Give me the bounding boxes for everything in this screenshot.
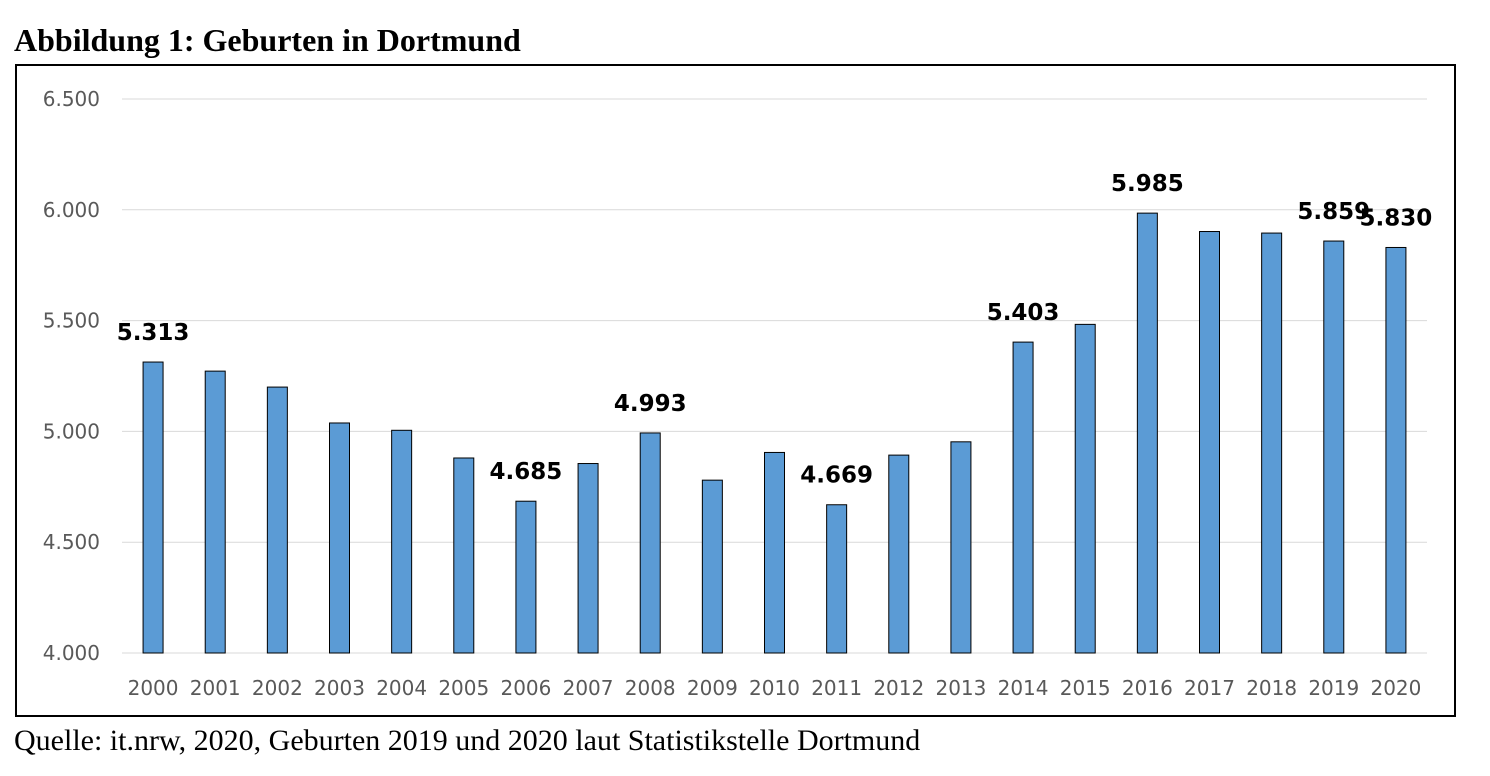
bar-2009 (701, 479, 723, 654)
x-tick-label: 2001 (190, 676, 241, 700)
figure-title: Abbildung 1: Geburten in Dortmund (14, 22, 521, 58)
bar-2020 (1385, 246, 1407, 654)
x-tick-label: 2016 (1122, 676, 1173, 700)
bar-2015 (1074, 323, 1096, 654)
x-tick-label: 2012 (873, 676, 924, 700)
data-label-2006: 4.685 (490, 459, 563, 485)
data-label-2008: 4.993 (614, 391, 687, 417)
y-tick-label: 4.000 (43, 641, 100, 665)
bar-2001 (204, 370, 226, 654)
bar-2002 (266, 386, 288, 654)
bar-2014 (1012, 341, 1034, 654)
data-label-2019: 5.859 (1297, 199, 1370, 225)
y-tick-label: 4.500 (43, 530, 100, 554)
x-tick-label: 2005 (438, 676, 489, 700)
x-tick-label: 2003 (314, 676, 365, 700)
bar-2017 (1199, 231, 1220, 654)
bar-2019 (1323, 240, 1345, 654)
bar-2007 (577, 463, 599, 654)
x-tick-label: 2002 (252, 676, 303, 700)
bar-2008 (639, 432, 661, 654)
y-tick-label: 6.500 (43, 87, 100, 111)
bar-2006 (515, 500, 537, 654)
bar-2000 (142, 361, 164, 654)
bar-2013 (950, 441, 972, 654)
x-tick-label: 2010 (749, 676, 800, 700)
x-tick-label: 2011 (811, 676, 862, 700)
x-tick-label: 2007 (563, 676, 614, 700)
x-tick-label: 2017 (1184, 676, 1235, 700)
source-note: Quelle: it.nrw, 2020, Geburten 2019 und … (14, 724, 921, 757)
x-tick-label: 2004 (376, 676, 427, 700)
bar-2018 (1261, 232, 1283, 654)
y-tick-label: 6.000 (43, 198, 100, 222)
data-label-2020: 5.830 (1360, 205, 1433, 231)
x-tick-label: 2014 (998, 676, 1049, 700)
data-label-2011: 4.669 (800, 463, 873, 489)
y-tick-label: 5.000 (43, 419, 100, 443)
bar-2005 (453, 457, 475, 654)
bar-2003 (329, 422, 350, 654)
bar-chart: 4.000 4.500 5.000 5.500 6.000 6.500 2000 5.313 2… (43, 87, 1433, 700)
bar-2011 (826, 504, 848, 654)
y-tick-label: 5.500 (43, 309, 100, 333)
bar-2010 (764, 451, 785, 654)
bar-2012 (888, 454, 910, 654)
data-label-2016: 5.985 (1111, 171, 1184, 197)
data-label-2000: 5.313 (117, 320, 190, 346)
x-tick-label: 2000 (128, 676, 179, 700)
x-tick-label: 2009 (687, 676, 738, 700)
x-tick-label: 2018 (1246, 676, 1297, 700)
bar-2016 (1136, 212, 1158, 654)
x-tick-label: 2019 (1308, 676, 1359, 700)
bar-2004 (391, 429, 413, 654)
x-tick-label: 2008 (625, 676, 676, 700)
chart-frame: 4.000 4.500 5.000 5.500 6.000 6.500 2000 5.313 2… (15, 64, 1456, 717)
x-tick-label: 2020 (1370, 676, 1421, 700)
x-tick-label: 2006 (500, 676, 551, 700)
x-tick-label: 2015 (1060, 676, 1111, 700)
data-label-2014: 5.403 (987, 300, 1060, 326)
x-tick-label: 2013 (935, 676, 986, 700)
